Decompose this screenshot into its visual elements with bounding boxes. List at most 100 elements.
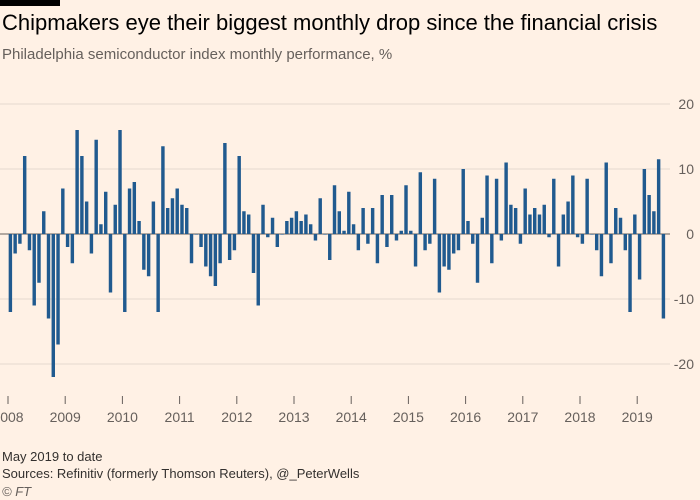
- bar: [42, 211, 46, 234]
- y-tick-label: 0: [686, 226, 694, 242]
- x-tick-label: 2010: [107, 409, 138, 425]
- bar: [218, 234, 222, 264]
- bar: [18, 234, 22, 244]
- bar: [104, 191, 108, 234]
- bar: [571, 175, 575, 234]
- bar: [328, 234, 332, 260]
- bar: [351, 224, 356, 234]
- bar: [542, 204, 546, 234]
- x-tick-label: 2015: [393, 409, 424, 425]
- date-range-note: May 2019 to date: [2, 449, 103, 464]
- bar: [647, 195, 651, 234]
- sources-note: Sources: Refinitiv (formerly Thomson Reu…: [2, 466, 360, 481]
- bar: [447, 234, 451, 270]
- bar: [137, 221, 141, 234]
- y-tick-label: 20: [678, 96, 694, 112]
- bar: [194, 234, 198, 235]
- bar: [423, 234, 427, 251]
- bar: [380, 195, 384, 234]
- bar: [318, 198, 322, 234]
- bar: [504, 162, 508, 234]
- bar: [499, 234, 504, 241]
- bar: [580, 234, 585, 244]
- bar: [266, 234, 270, 238]
- bar: [8, 234, 13, 312]
- bar: [51, 234, 55, 377]
- y-tick-label: -20: [674, 356, 694, 372]
- bar: [356, 234, 361, 251]
- bar: [84, 201, 89, 234]
- bar: [270, 217, 275, 234]
- bar: [189, 234, 194, 264]
- ft-credit: © FT: [2, 484, 32, 499]
- bar: [556, 234, 561, 267]
- bar: [61, 188, 65, 234]
- bar: [70, 234, 75, 264]
- bar: [342, 230, 346, 234]
- bar: [614, 208, 618, 234]
- bar: [561, 214, 566, 234]
- bar: [466, 221, 470, 234]
- bar: [32, 234, 36, 306]
- bar: [480, 217, 484, 234]
- bar: [347, 191, 351, 234]
- bar: [46, 234, 51, 319]
- bar: [394, 234, 399, 241]
- bar: [594, 234, 599, 251]
- bar: [294, 211, 299, 234]
- bar: [308, 224, 313, 234]
- bar: [461, 169, 465, 234]
- bar: [618, 217, 623, 234]
- bar: [185, 208, 189, 234]
- bar: [523, 188, 527, 234]
- bar: [323, 234, 327, 235]
- bar: [65, 234, 70, 247]
- bar: [442, 234, 446, 267]
- bar: [165, 208, 170, 234]
- bar: [528, 214, 532, 234]
- bar: [247, 214, 251, 234]
- chart-title: Chipmakers eye their biggest monthly dro…: [2, 10, 658, 35]
- bar: [175, 188, 179, 234]
- bar: [537, 214, 542, 234]
- bar: [89, 234, 94, 254]
- bar: [575, 234, 580, 238]
- bar: [223, 143, 227, 234]
- bar: [475, 234, 480, 283]
- bar: [161, 146, 165, 234]
- bar: [180, 204, 184, 234]
- bar: [437, 234, 442, 293]
- bar: [232, 234, 237, 251]
- y-tick-label: 10: [678, 161, 694, 177]
- bar: [390, 195, 394, 234]
- bar: [637, 234, 642, 280]
- bar: [432, 178, 437, 234]
- bar: [132, 182, 137, 234]
- y-tick-label: -10: [674, 291, 694, 307]
- bar: [609, 234, 613, 264]
- bar: [80, 156, 84, 234]
- bar: [142, 234, 146, 270]
- bar: [94, 139, 98, 234]
- bar: [151, 201, 156, 234]
- bar: [375, 234, 380, 264]
- bar: [75, 130, 79, 234]
- bar: [585, 178, 589, 234]
- bar: [22, 156, 27, 234]
- bar: [652, 211, 656, 234]
- bar: [56, 234, 60, 345]
- bar: [146, 234, 151, 277]
- bar: [633, 214, 637, 234]
- bar: [552, 178, 556, 234]
- bar: [456, 234, 461, 251]
- bar: [661, 234, 666, 319]
- bar: [275, 234, 280, 247]
- bar: [289, 217, 294, 234]
- bar: [509, 204, 513, 234]
- bar: [590, 234, 594, 235]
- bar: [123, 234, 127, 312]
- bar: [27, 234, 32, 251]
- bar: [366, 234, 370, 244]
- x-tick-label: 2019: [622, 409, 653, 425]
